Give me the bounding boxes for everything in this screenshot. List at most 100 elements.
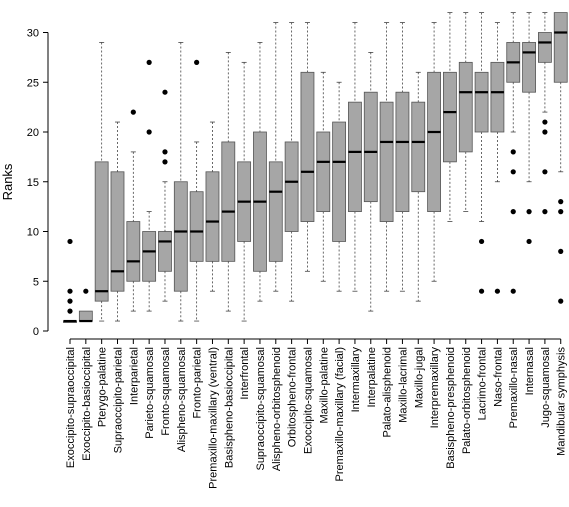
category-label: Premaxillo-maxillary (facial) — [334, 347, 346, 481]
category-label: Fronto-squamosal — [160, 347, 172, 436]
box-23 — [427, 22, 441, 282]
box-iqr — [205, 171, 220, 262]
box-iqr — [332, 121, 347, 242]
category-label: Intermaxillary — [350, 347, 362, 413]
outlier-point — [146, 129, 152, 135]
box-30 — [538, 12, 552, 215]
box-9 — [205, 121, 220, 292]
box-iqr — [553, 12, 568, 83]
box-2 — [94, 42, 109, 322]
box-iqr — [78, 310, 93, 322]
outlier-point — [558, 248, 564, 254]
y-tick-label: 0 — [33, 326, 39, 338]
box-25 — [458, 12, 473, 213]
box-6 — [158, 89, 172, 302]
box-1 — [78, 288, 93, 323]
box-10 — [221, 52, 236, 312]
y-tick-label: 15 — [27, 177, 39, 189]
outlier-point — [494, 288, 501, 294]
outlier-point — [558, 298, 564, 304]
box-iqr — [173, 181, 188, 292]
category-label: Interpalatine — [366, 347, 378, 408]
outlier-point — [510, 209, 516, 215]
box-iqr — [158, 231, 172, 272]
category-label: Palato-alisphenoid — [382, 347, 394, 438]
outlier-point — [67, 238, 73, 245]
category-label: Exoccipito-squamosal — [302, 347, 314, 454]
category-label: Alispheno-orbitosphenoid — [271, 347, 283, 471]
box-iqr — [395, 91, 410, 212]
y-axis-title: Ranks — [0, 163, 15, 200]
y-tick-label: 20 — [27, 127, 39, 139]
outlier-point — [67, 308, 73, 314]
box-iqr — [348, 101, 362, 212]
box-19 — [363, 52, 378, 312]
box-iqr — [538, 32, 552, 63]
category-label: Internasal — [524, 347, 536, 395]
box-29 — [522, 12, 536, 245]
outlier-point — [478, 238, 485, 245]
outlier-point — [162, 149, 168, 155]
category-label: Pterygo-palatine — [97, 347, 109, 427]
box-iqr — [443, 71, 457, 163]
box-0 — [63, 238, 77, 323]
outlier-point — [510, 288, 516, 294]
box-31 — [553, 12, 568, 304]
box-17 — [332, 81, 347, 292]
box-iqr — [284, 141, 299, 232]
box-iqr — [379, 101, 394, 222]
category-label: Naso-frontal — [492, 347, 504, 407]
boxes — [63, 12, 568, 323]
category-label: Maxillo-jugal — [413, 347, 425, 408]
box-iqr — [221, 141, 236, 262]
outlier-point — [67, 298, 73, 304]
box-iqr — [411, 101, 426, 193]
box-iqr — [427, 71, 441, 213]
category-label: Maxillo-palatine — [318, 347, 330, 423]
category-labels: Exoccipito-supraoccipital Exoccipito-basi… — [65, 347, 568, 489]
box-24 — [443, 12, 457, 222]
outlier-point — [194, 59, 200, 65]
category-label: Interfrontal — [239, 347, 251, 400]
box-iqr — [300, 71, 315, 222]
outlier-point — [510, 149, 516, 155]
y-tick-label: 5 — [33, 276, 39, 288]
y-tick-label: 25 — [27, 77, 39, 89]
category-label: Exoccipito-supraoccipital — [65, 347, 77, 468]
box-3 — [110, 121, 125, 322]
outlier-point — [67, 288, 73, 294]
box-iqr — [189, 191, 204, 262]
outlier-point — [558, 199, 564, 205]
category-label: Mandibular symphysis — [556, 347, 568, 456]
category-label: Interparietal — [128, 347, 140, 405]
box-18 — [348, 22, 362, 292]
box-13 — [268, 22, 283, 292]
box-iqr — [142, 231, 157, 282]
outlier-point — [162, 89, 168, 95]
y-tick-label: 30 — [27, 28, 39, 40]
box-28 — [506, 12, 521, 294]
outlier-point — [542, 129, 548, 135]
category-label: Interpremaxillary — [429, 347, 441, 429]
category-label: Jugo-squamosal — [540, 347, 552, 428]
box-iqr — [490, 61, 505, 133]
box-iqr — [94, 161, 109, 302]
box-26 — [474, 12, 489, 294]
x-axis — [69, 338, 562, 344]
category-label: Alispheno-squamosal — [176, 347, 188, 452]
category-label: Orbitospheno-frontal — [287, 347, 299, 447]
box-22 — [411, 71, 426, 302]
category-label: Basispheno-presphenoid — [445, 347, 457, 469]
y-axis: 0 5 10 15 20 25 30 — [27, 28, 49, 338]
box-11 — [237, 61, 252, 322]
box-21 — [395, 22, 410, 292]
box-8 — [189, 59, 204, 322]
outlier-point — [510, 169, 516, 175]
box-iqr — [522, 42, 536, 93]
outlier-point — [526, 209, 532, 215]
outlier-point — [130, 109, 136, 115]
box-14 — [284, 22, 299, 302]
box-16 — [316, 71, 331, 282]
box-20 — [379, 22, 394, 292]
